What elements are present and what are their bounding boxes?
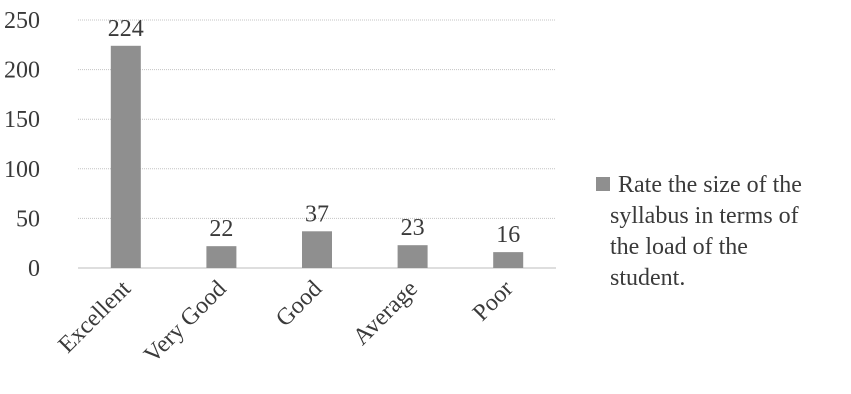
legend-line: Rate the size of the: [618, 172, 802, 198]
bar-poor: [493, 252, 524, 268]
data-labels: 224 22 37 23 16: [108, 16, 520, 248]
data-label: 16: [496, 222, 520, 248]
x-category-label: Excellent: [54, 276, 137, 359]
y-tick-label: 200: [4, 58, 40, 84]
legend-line: student.: [610, 265, 685, 291]
x-category-label: Poor: [468, 276, 518, 326]
x-category-label: Good: [271, 276, 327, 332]
bars: [110, 45, 524, 269]
bar-good: [302, 231, 332, 268]
x-category-label: Very Good: [139, 276, 231, 368]
y-tick-label: 150: [4, 107, 40, 133]
data-label: 37: [305, 201, 329, 227]
y-tick-label: 250: [4, 8, 40, 34]
data-label: 22: [209, 216, 233, 242]
gridlines: [78, 19, 556, 269]
y-tick-label: 50: [16, 206, 40, 232]
bar-excellent: [110, 45, 141, 269]
y-axis-ticks: 0 50 100 150 200 250: [4, 8, 40, 282]
data-label: 224: [108, 16, 144, 42]
legend-line: the load of the: [610, 234, 748, 260]
x-axis-categories: Excellent Very Good Good Average Poor: [54, 276, 519, 369]
legend: Rate the size of the syllabus in terms of…: [596, 172, 802, 291]
y-tick-label: 0: [28, 256, 40, 282]
y-tick-label: 100: [4, 157, 40, 183]
legend-label: Rate the size of the syllabus in terms of…: [610, 172, 802, 291]
data-label: 23: [401, 215, 425, 241]
bar-average: [397, 245, 428, 268]
legend-line: syllabus in terms of: [610, 203, 799, 229]
bar-very-good: [206, 246, 237, 268]
x-category-label: Average: [348, 276, 423, 351]
legend-swatch: [596, 177, 610, 191]
